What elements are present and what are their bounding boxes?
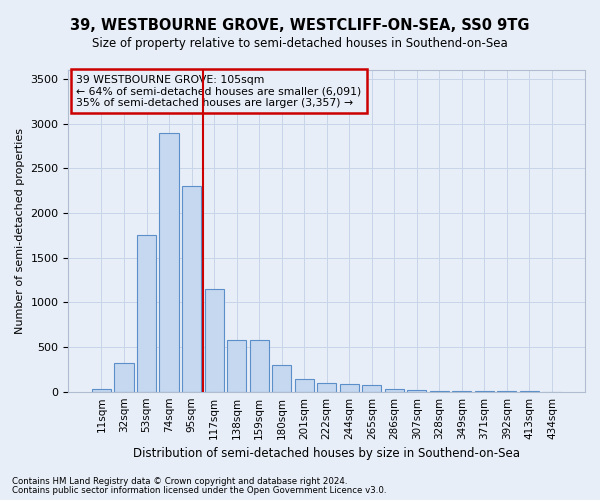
X-axis label: Distribution of semi-detached houses by size in Southend-on-Sea: Distribution of semi-detached houses by … (133, 447, 520, 460)
Bar (205, 289, 224, 392)
Bar (295, 378, 314, 392)
Bar (317, 382, 336, 392)
Text: Size of property relative to semi-detached houses in Southend-on-Sea: Size of property relative to semi-detach… (92, 38, 508, 51)
Bar (362, 385, 382, 392)
Bar (272, 366, 291, 392)
Text: 39 WESTBOURNE GROVE: 105sqm
← 64% of semi-detached houses are smaller (6,091)
35: 39 WESTBOURNE GROVE: 105sqm ← 64% of sem… (76, 75, 361, 108)
Bar (227, 340, 246, 392)
Bar (250, 340, 269, 392)
Bar (407, 390, 427, 392)
Bar (160, 132, 179, 392)
Text: Contains HM Land Registry data © Crown copyright and database right 2024.: Contains HM Land Registry data © Crown c… (12, 477, 347, 486)
Bar (385, 389, 404, 392)
Text: Contains public sector information licensed under the Open Government Licence v3: Contains public sector information licen… (12, 486, 386, 495)
Bar (92, 389, 111, 392)
Text: 39, WESTBOURNE GROVE, WESTCLIFF-ON-SEA, SS0 9TG: 39, WESTBOURNE GROVE, WESTCLIFF-ON-SEA, … (70, 18, 530, 32)
Bar (340, 384, 359, 392)
Bar (182, 186, 201, 392)
Bar (115, 363, 134, 392)
Y-axis label: Number of semi-detached properties: Number of semi-detached properties (15, 128, 25, 334)
Bar (430, 391, 449, 392)
Bar (137, 236, 156, 392)
